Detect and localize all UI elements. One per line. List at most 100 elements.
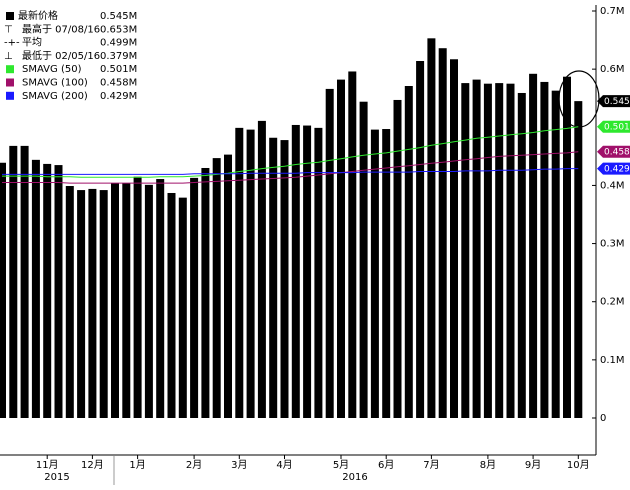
year-label: 2015 xyxy=(44,472,69,483)
legend-label: 平均 xyxy=(22,37,42,49)
bar xyxy=(337,79,345,418)
bar xyxy=(88,188,97,418)
legend-label: 最高于 07/08/16 xyxy=(22,22,100,35)
bar xyxy=(156,179,165,418)
bar xyxy=(269,137,278,418)
legend-bg xyxy=(0,8,140,105)
legend-glyph: -+- xyxy=(4,38,20,49)
bar xyxy=(427,38,436,418)
bar xyxy=(144,184,153,418)
bar xyxy=(370,129,379,418)
value-tag xyxy=(597,95,630,108)
bar xyxy=(450,59,458,418)
bar xyxy=(65,186,74,418)
x-tick-label: 2月 xyxy=(186,459,202,471)
legend-label: 最低于 02/05/16 xyxy=(22,49,100,62)
bar xyxy=(201,167,210,418)
bar xyxy=(167,192,176,418)
bar xyxy=(43,163,52,418)
legend-glyph: ⊥ xyxy=(4,51,13,62)
bar xyxy=(506,83,515,418)
x-tick-label: 7月 xyxy=(423,459,439,471)
value-tag xyxy=(597,145,630,158)
bar xyxy=(291,124,300,419)
x-tick-label: 1月 xyxy=(129,459,145,471)
y-tick-label: 0.6M xyxy=(600,64,625,75)
value-tag xyxy=(597,162,630,175)
value-tag-label: 0.501M xyxy=(604,123,630,133)
bar xyxy=(517,92,526,418)
bar xyxy=(212,158,221,418)
legend-value: 0.501M xyxy=(100,64,137,75)
y-tick-label: 0.2M xyxy=(600,297,625,308)
legend-label: 最新价格 xyxy=(18,9,58,22)
x-tick-label: 9月 xyxy=(525,459,541,471)
bar xyxy=(472,79,481,418)
bar xyxy=(9,145,18,419)
x-tick-label: 12月 xyxy=(81,459,104,471)
bar xyxy=(303,125,312,418)
bar xyxy=(54,165,63,418)
bar xyxy=(20,145,29,419)
x-tick-label: 8月 xyxy=(480,459,496,471)
bar xyxy=(551,90,560,419)
legend-label: SMAVG (50) xyxy=(22,64,82,75)
y-tick-label: 0.1M xyxy=(600,355,625,366)
bar xyxy=(314,127,323,419)
bar xyxy=(540,81,549,418)
bar xyxy=(111,183,119,418)
y-tick-label: 0 xyxy=(600,413,606,424)
y-tick-label: 0.3M xyxy=(600,239,625,250)
bar xyxy=(393,99,402,419)
y-tick-label: 0.4M xyxy=(600,180,625,191)
bar xyxy=(404,86,413,419)
bar xyxy=(563,76,571,419)
x-tick-label: 11月 xyxy=(36,459,59,471)
value-tag-label: 0.429M xyxy=(604,165,630,175)
legend-swatch xyxy=(6,91,14,100)
legend-value: 0.458M xyxy=(100,78,137,89)
bar xyxy=(178,197,187,418)
bar xyxy=(31,159,40,419)
bar xyxy=(348,71,357,419)
value-tag-label: 0.545M xyxy=(604,97,630,107)
legend-value: 0.429M xyxy=(100,91,137,102)
legend-label: SMAVG (100) xyxy=(22,78,88,89)
bar xyxy=(133,176,142,418)
bar xyxy=(0,162,6,418)
x-tick-label: 3月 xyxy=(231,459,247,471)
legend-glyph: ⊤ xyxy=(4,24,13,35)
bar xyxy=(574,101,583,418)
bar xyxy=(483,83,492,418)
legend-value: 0.379M xyxy=(100,51,137,62)
legend-label: SMAVG (200) xyxy=(22,91,88,102)
bar xyxy=(461,83,470,419)
bar xyxy=(190,177,199,418)
value-tag-label: 0.458M xyxy=(604,148,630,158)
bar xyxy=(122,183,131,418)
bar xyxy=(529,73,538,419)
value-tag xyxy=(597,120,630,133)
legend-swatch xyxy=(6,78,14,87)
bar xyxy=(495,83,504,419)
legend-value: 0.653M xyxy=(100,24,137,35)
legend-value: 0.545M xyxy=(100,11,137,22)
bar xyxy=(438,48,447,419)
bar xyxy=(382,129,391,418)
x-tick-label: 5月 xyxy=(333,459,349,471)
bar xyxy=(99,190,108,418)
legend-swatch xyxy=(6,12,14,20)
bar xyxy=(224,154,232,418)
bar xyxy=(280,140,289,418)
legend-value: 0.499M xyxy=(100,38,137,49)
legend: 最新价格 0.545M ⊤ 最高于 07/08/16 0.653M -+- 平均 0.499M… xyxy=(0,8,140,105)
ma-line xyxy=(2,151,579,184)
bar xyxy=(77,190,86,418)
ma-line xyxy=(2,168,579,175)
legend-swatch xyxy=(6,65,14,74)
x-tick-label: 10月 xyxy=(567,459,590,471)
bar xyxy=(246,129,255,418)
bar xyxy=(416,61,425,418)
bar xyxy=(325,88,334,418)
